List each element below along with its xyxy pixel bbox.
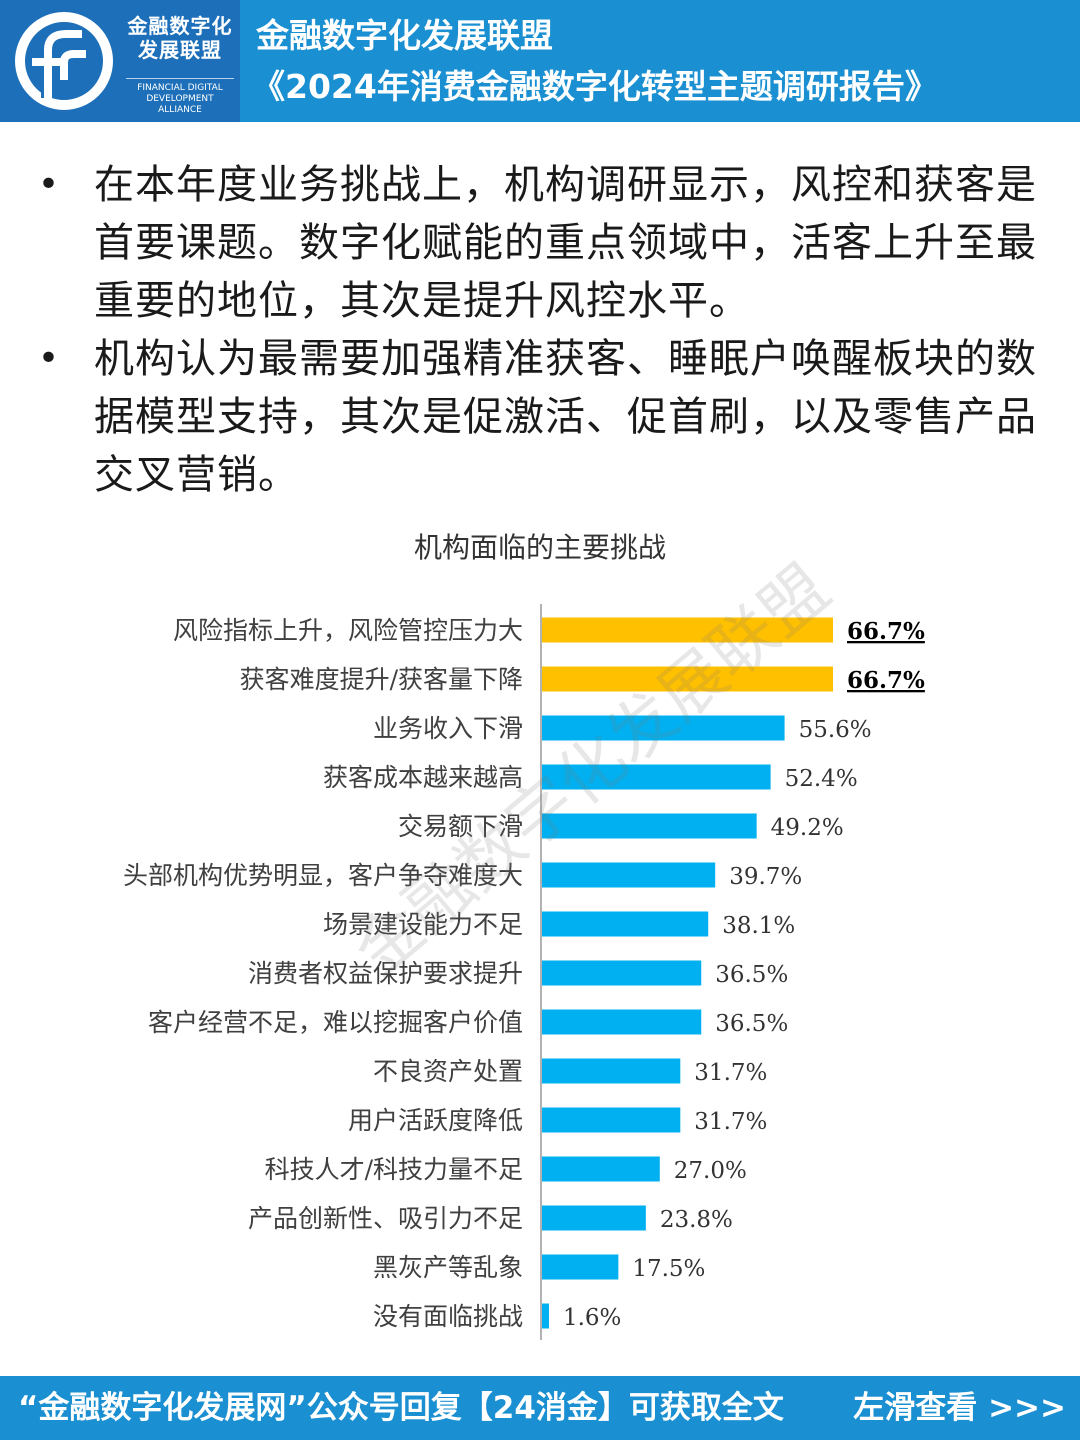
category-label: 用户活跃度降低 <box>348 1106 523 1135</box>
bar <box>542 1156 660 1182</box>
bar <box>542 1205 646 1231</box>
category-label: 没有面临挑战 <box>373 1302 523 1331</box>
data-label: 27.0% <box>674 1158 747 1184</box>
bullet-text: 在本年度业务挑战上，机构调研显示，风控和获客是首要课题。数字化赋能的重点领域中，… <box>94 162 1037 324</box>
data-label: 17.5% <box>632 1256 705 1282</box>
data-label: 55.6% <box>799 717 872 743</box>
data-label: 52.4% <box>785 766 858 792</box>
bar <box>542 911 709 937</box>
bar <box>542 617 833 643</box>
category-label: 消费者权益保护要求提升 <box>248 959 523 988</box>
data-label: 49.2% <box>771 815 844 841</box>
summary-bullets: • 在本年度业务挑战上，机构调研显示，风控和获客是首要课题。数字化赋能的重点领域… <box>34 156 1050 504</box>
alliance-logo-icon <box>15 12 113 110</box>
data-label: 31.7% <box>694 1060 767 1086</box>
category-label: 产品创新性、吸引力不足 <box>248 1204 523 1233</box>
bullet-dot-icon: • <box>37 338 61 379</box>
category-label: 获客难度提升/获客量下降 <box>240 665 523 694</box>
data-label: 39.7% <box>729 864 802 890</box>
category-label: 风险指标上升，风险管控压力大 <box>173 616 523 645</box>
header-banner: 金融数字化 发展联盟 FINANCIAL DIGITAL DEVELOPMENT… <box>0 0 1080 122</box>
bullet-item: • 在本年度业务挑战上，机构调研显示，风控和获客是首要课题。数字化赋能的重点领域… <box>34 156 1050 330</box>
bar <box>542 960 702 986</box>
logo-text-en: FINANCIAL DIGITAL DEVELOPMENT ALLIANCE <box>126 78 234 116</box>
logo-text-cn: 金融数字化 发展联盟 <box>127 14 233 62</box>
swipe-hint[interactable]: 左滑查看 >>> <box>853 1390 1066 1426</box>
chart-title: 机构面临的主要挑战 <box>413 531 666 564</box>
data-label: 23.8% <box>660 1207 733 1233</box>
category-label: 科技人才/科技力量不足 <box>265 1155 523 1184</box>
category-label: 不良资产处置 <box>373 1057 523 1086</box>
category-label: 业务收入下滑 <box>373 714 523 743</box>
bar-chart: 风险指标上升，风险管控压力大 66.7% 获客难度提升/获客量下降 66.7% 业务收入… <box>123 604 925 1340</box>
bar <box>542 1107 681 1133</box>
category-label: 头部机构优势明显，客户争夺难度大 <box>123 861 523 890</box>
bar <box>542 715 785 741</box>
category-label: 交易额下滑 <box>398 812 523 841</box>
report-title: 《2024年消费金融数字化转型主题调研报告》 <box>252 67 938 106</box>
bar <box>542 862 716 888</box>
data-label: 36.5% <box>715 1011 788 1037</box>
bar <box>542 1009 702 1035</box>
data-label: 38.1% <box>722 913 795 939</box>
bar <box>542 1254 619 1280</box>
bar <box>542 764 771 790</box>
bar <box>542 666 833 692</box>
bullet-item: • 机构认为最需要加强精准获客、睡眠户唤醒板块的数据模型支持，其次是促激活、促首… <box>34 330 1050 504</box>
footer-text: “金融数字化发展网”公众号回复【24消金】可获取全文 <box>18 1390 784 1426</box>
bar <box>542 1058 681 1084</box>
category-label: 获客成本越来越高 <box>323 763 523 792</box>
bullet-dot-icon: • <box>37 164 61 205</box>
data-label: 1.6% <box>563 1305 621 1331</box>
footer-banner: “金融数字化发展网”公众号回复【24消金】可获取全文 左滑查看 >>> <box>0 1376 1080 1440</box>
category-label: 场景建设能力不足 <box>323 910 523 939</box>
data-label: 31.7% <box>694 1109 767 1135</box>
data-label: 66.7% <box>847 667 925 694</box>
bullet-text: 机构认为最需要加强精准获客、睡眠户唤醒板块的数据模型支持，其次是促激活、促首刷，… <box>94 336 1037 498</box>
data-label: 36.5% <box>715 962 788 988</box>
header-title: 金融数字化发展联盟 <box>256 16 553 55</box>
bar <box>542 813 757 839</box>
bar <box>542 1303 549 1329</box>
data-label: 66.7% <box>847 618 925 645</box>
category-label: 黑灰产等乱象 <box>373 1253 523 1282</box>
logo: 金融数字化 发展联盟 FINANCIAL DIGITAL DEVELOPMENT… <box>0 0 240 122</box>
category-label: 客户经营不足，难以挖掘客户价值 <box>148 1008 523 1037</box>
